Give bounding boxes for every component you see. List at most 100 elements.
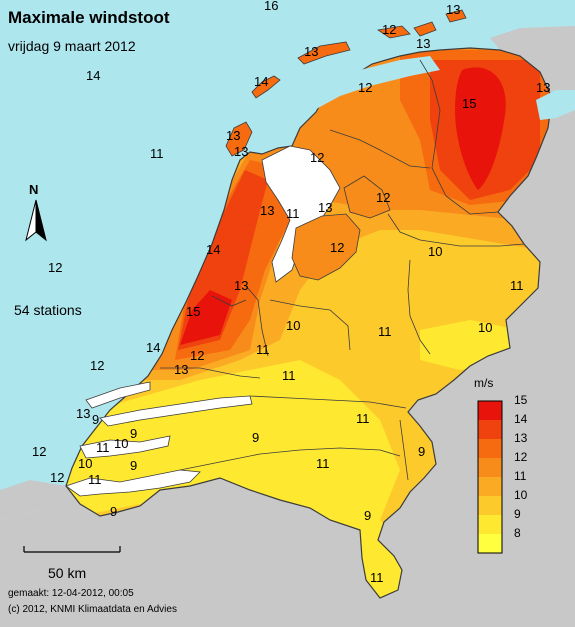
station-value: 11 — [286, 206, 300, 221]
station-value: 12 — [330, 240, 344, 255]
legend-swatch — [478, 534, 502, 553]
station-value: 12 — [50, 470, 64, 485]
station-value: 12 — [32, 444, 46, 459]
stations-count: 54 stations — [14, 302, 82, 318]
station-value: 13 — [304, 44, 318, 59]
haringvliet — [85, 381, 151, 409]
station-value: 13 — [226, 128, 240, 143]
north-label: N — [29, 182, 39, 197]
station-value: 13 — [446, 2, 460, 17]
station-value: 9 — [252, 430, 259, 445]
map-subtitle: vrijdag 9 maart 2012 — [8, 38, 136, 54]
station-value: 13 — [174, 362, 188, 377]
oosterschelde — [79, 435, 171, 459]
station-value: 12 — [382, 22, 396, 37]
legend-swatch — [478, 401, 502, 420]
legend-swatch — [478, 458, 502, 477]
rivers-delta — [99, 395, 253, 427]
station-value: 9 — [130, 426, 137, 441]
legend-colorbar — [477, 400, 503, 554]
station-value: 12 — [48, 260, 62, 275]
station-value: 16 — [264, 0, 278, 13]
station-value: 12 — [310, 150, 324, 165]
station-value: 11 — [88, 472, 102, 487]
legend-tick-label: 12 — [514, 450, 528, 464]
station-value: 9 — [92, 412, 99, 427]
dollard — [536, 90, 575, 120]
station-value: 9 — [418, 444, 425, 459]
station-value: 10 — [428, 244, 442, 259]
noordoostpolder — [343, 175, 391, 219]
island-terschelling — [297, 41, 351, 65]
footer-made: gemaakt: 12-04-2012, 00:05 — [8, 588, 134, 599]
scale-label: 50 km — [48, 565, 87, 581]
island-ameland — [376, 25, 411, 39]
legend-tick-label: 13 — [514, 431, 528, 445]
station-value: 15 — [462, 96, 476, 111]
station-value: 15 — [186, 304, 200, 319]
belgium-coast — [0, 480, 66, 520]
station-value: 13 — [260, 203, 274, 218]
wadden-sea — [248, 56, 440, 150]
legend-frame — [477, 400, 503, 554]
legend-tick-label: 15 — [514, 393, 528, 407]
legend-swatch — [478, 515, 502, 534]
legend-swatch — [478, 420, 502, 439]
station-value: 10 — [478, 320, 492, 335]
station-value: 14 — [146, 340, 160, 355]
station-value: 11 — [256, 342, 270, 357]
station-value: 13 — [536, 80, 550, 95]
station-value: 14 — [206, 242, 220, 257]
station-value: 10 — [114, 436, 128, 451]
station-value: 13 — [416, 36, 430, 51]
station-value: 11 — [316, 456, 330, 471]
station-value: 9 — [110, 504, 117, 519]
station-value: 13 — [76, 406, 90, 421]
legend-swatch — [478, 439, 502, 458]
legend-tick-label: 14 — [514, 412, 528, 426]
station-value: 12 — [190, 348, 204, 363]
station-value: 13 — [318, 200, 332, 215]
island-rottumeroog — [445, 9, 467, 23]
station-value: 11 — [370, 570, 384, 585]
station-value: 11 — [96, 440, 110, 455]
station-value: 9 — [130, 458, 137, 473]
island-vlieland — [251, 75, 281, 99]
legend-tick-label: 11 — [514, 469, 527, 483]
station-value: 12 — [358, 80, 372, 95]
station-value: 11 — [356, 411, 370, 426]
island-schiermonnikoog — [413, 21, 437, 37]
station-value: 11 — [150, 146, 164, 161]
station-value: 11 — [510, 278, 524, 293]
legend-unit: m/s — [474, 376, 494, 390]
north-arrow-icon — [25, 199, 47, 242]
island-texel — [225, 121, 253, 157]
station-value: 13 — [234, 278, 248, 293]
station-value: 10 — [286, 318, 300, 333]
station-value: 14 — [254, 74, 268, 89]
station-value: 12 — [90, 358, 104, 373]
scale-bar — [23, 546, 121, 553]
legend-swatch — [478, 477, 502, 496]
flevoland — [291, 213, 361, 281]
footer-copyright: (c) 2012, KNMI Klimaatdata en Advies — [8, 604, 177, 615]
legend-tick-label: 9 — [514, 507, 521, 521]
station-value: 12 — [376, 190, 390, 205]
legend-swatch — [478, 496, 502, 515]
station-value: 11 — [378, 324, 392, 339]
legend-tick-label: 8 — [514, 526, 521, 540]
germany-north — [490, 26, 575, 262]
belgium-germany — [0, 250, 575, 627]
station-value: 13 — [234, 144, 248, 159]
station-value: 11 — [282, 368, 296, 383]
station-value: 9 — [364, 508, 371, 523]
map-title: Maximale windstoot — [8, 8, 170, 27]
province-borders — [160, 59, 525, 481]
station-value: 10 — [78, 456, 92, 471]
country-outline — [65, 47, 553, 599]
station-value: 14 — [86, 68, 100, 83]
westerschelde — [65, 469, 201, 497]
